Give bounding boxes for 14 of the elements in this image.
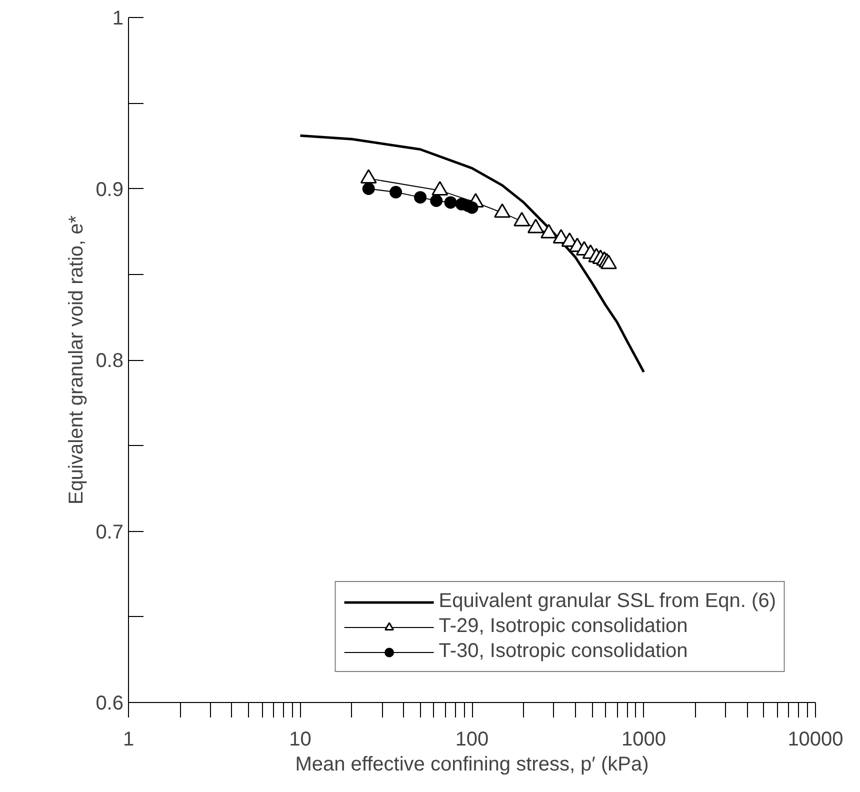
- x-tick-label: 10: [289, 728, 312, 750]
- y-axis-title: Equivalent granular void ratio, e*: [66, 215, 88, 505]
- y-tick-label: 0.7: [96, 521, 124, 544]
- legend-label: T-29, Isotropic consolidation: [438, 615, 688, 638]
- y-tick-label: 0.6: [96, 692, 124, 714]
- legend-label: Equivalent granular SSL from Eqn. (6): [438, 590, 776, 613]
- x-tick-label: 1000: [622, 728, 666, 750]
- x-tick-label: 100: [455, 728, 489, 750]
- y-tick-label: 1: [112, 8, 124, 30]
- x-axis-title: Mean effective confining stress, p′ (kPa): [295, 754, 649, 776]
- y-tick-label: 0.9: [96, 178, 124, 201]
- y-tick-label: 0.8: [96, 350, 124, 372]
- x-tick-label: 10000: [788, 728, 844, 750]
- legend-label: T-30, Isotropic consolidation: [438, 640, 688, 663]
